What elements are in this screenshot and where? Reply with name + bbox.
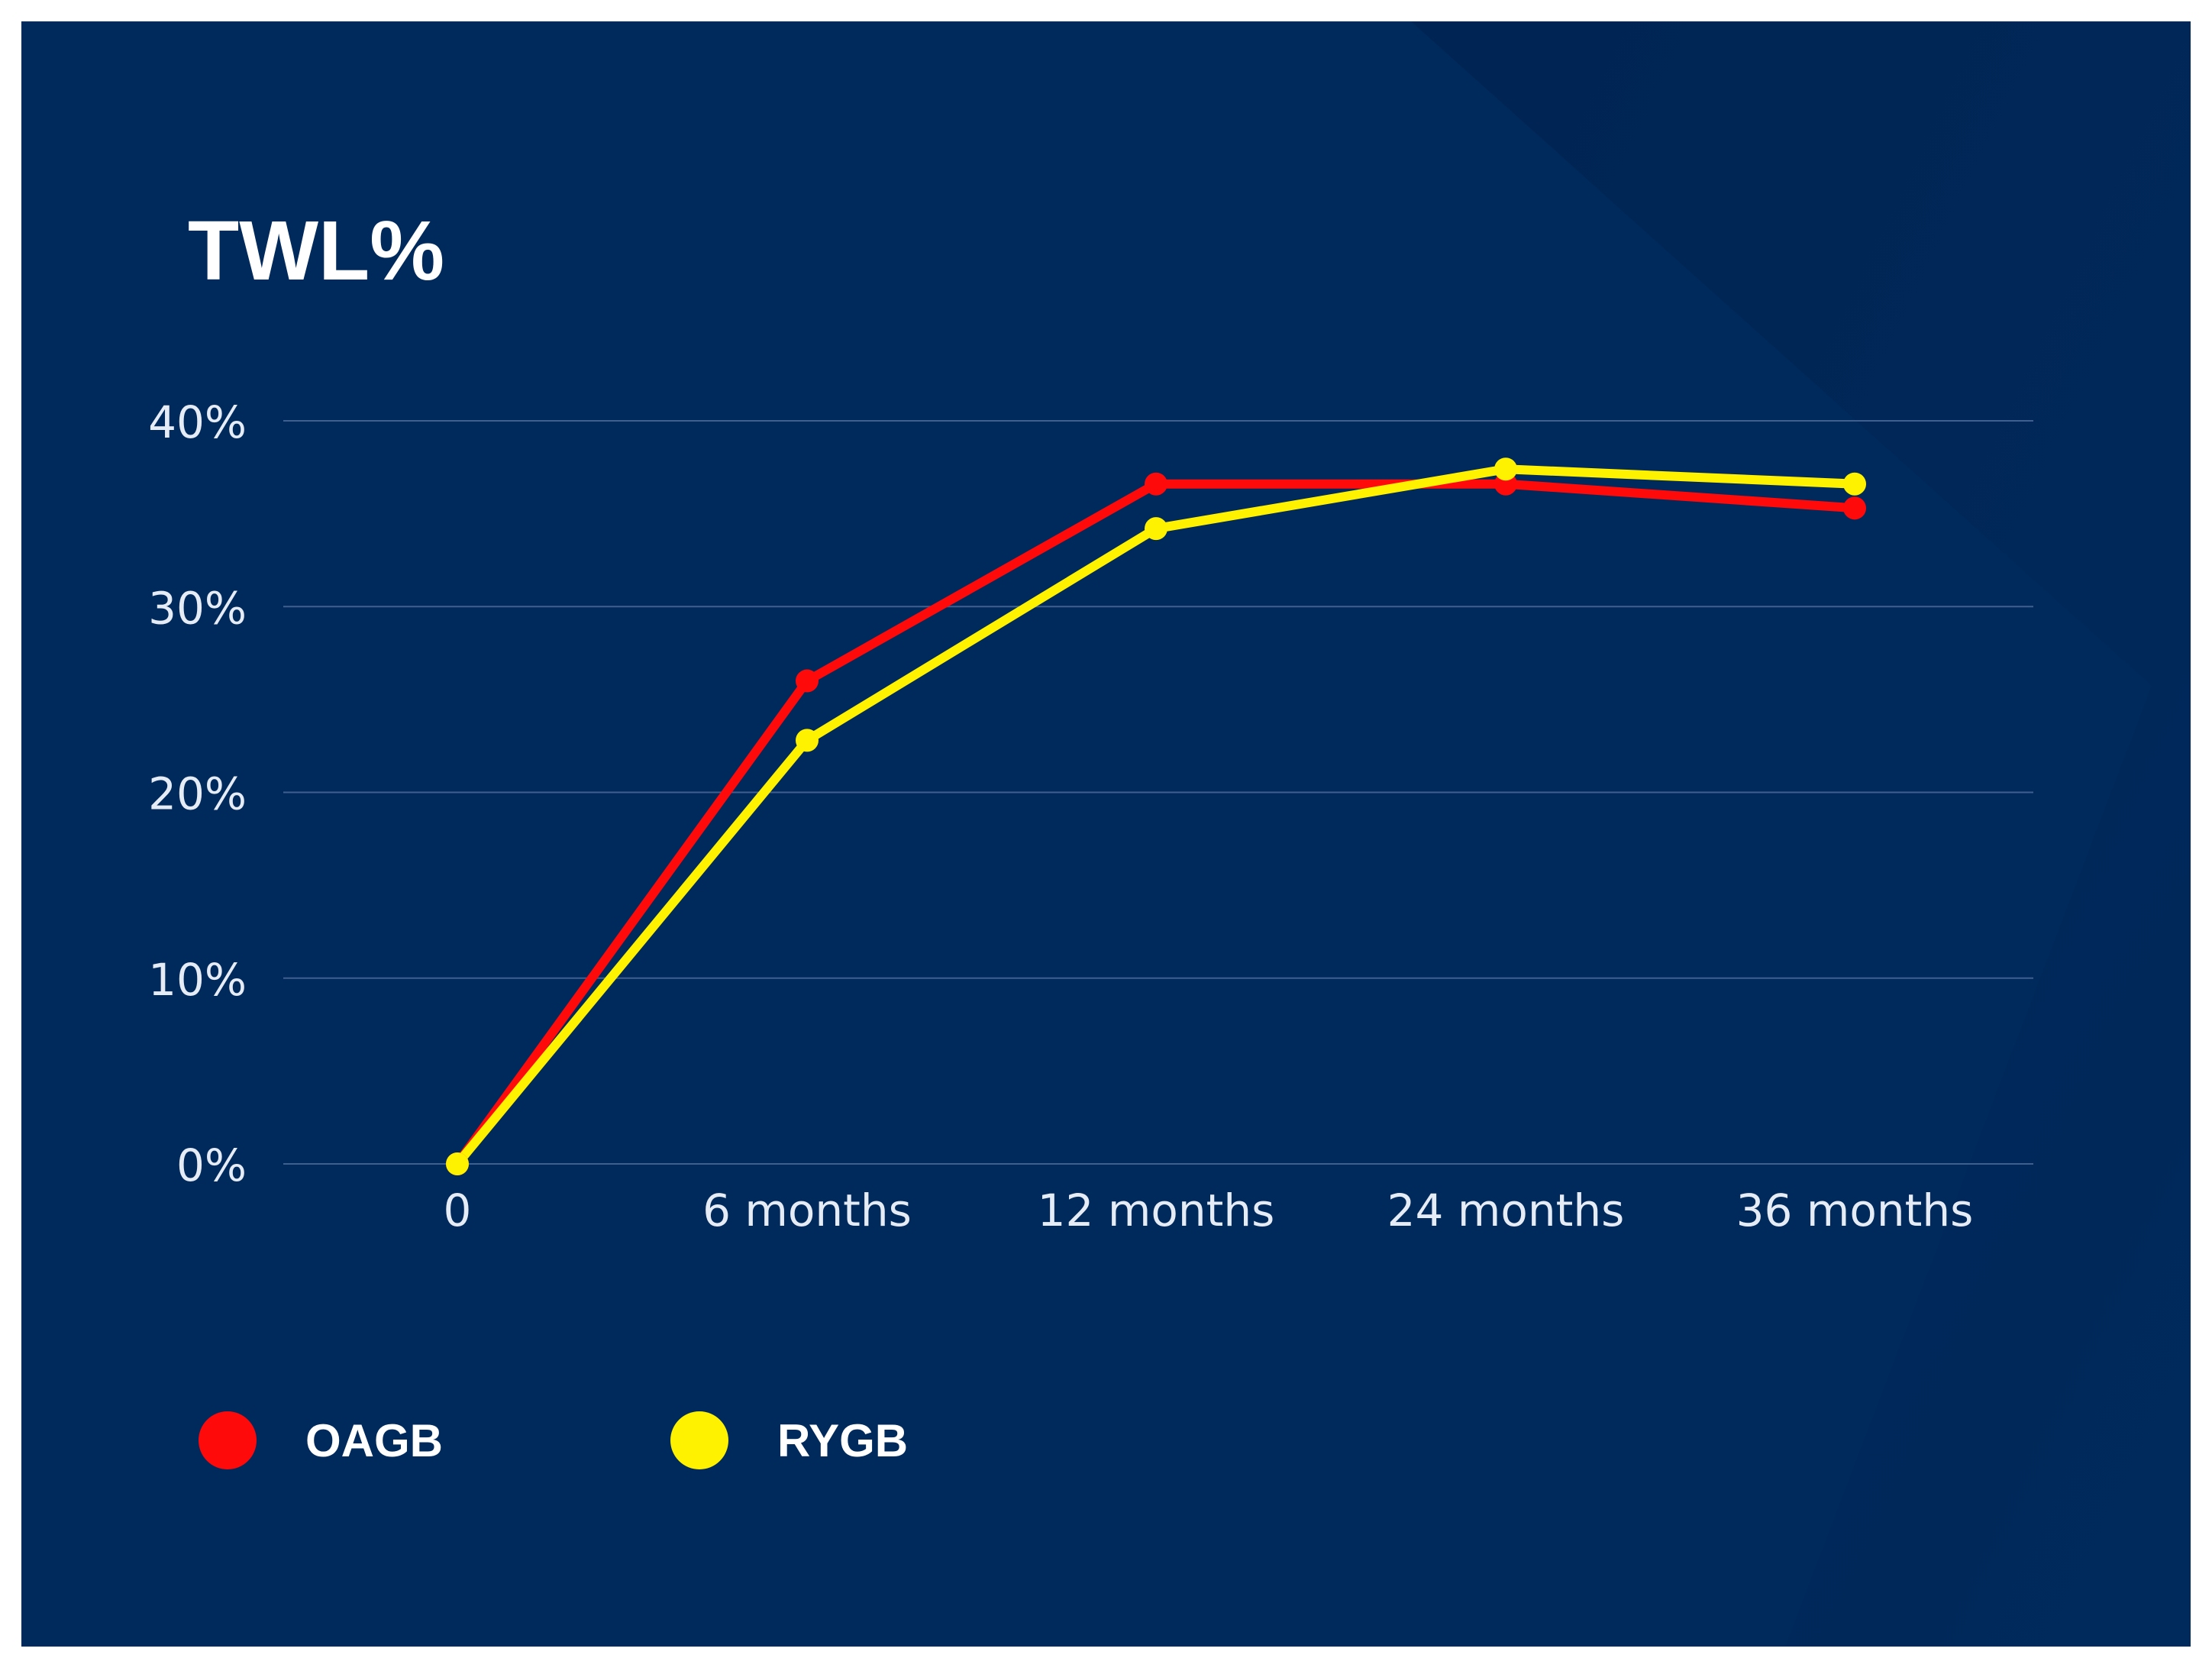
x-tick-label: 36 months <box>1736 1185 1974 1236</box>
legend-swatch-oagb <box>199 1411 257 1469</box>
data-point-rygb <box>796 729 819 752</box>
x-tick-label: 24 months <box>1387 1185 1625 1236</box>
data-point-oagb <box>1145 472 1167 496</box>
y-tick-label: 0% <box>176 1139 247 1191</box>
data-point-rygb <box>446 1152 469 1175</box>
x-axis-ticks: 0 6 months 12 months 24 months 36 months <box>444 1185 1974 1236</box>
y-axis-ticks: 0% 10% 20% 30% 40% <box>148 396 247 1191</box>
data-point-rygb <box>1843 472 1866 496</box>
background-facet <box>1411 21 2191 1647</box>
x-tick-label: 6 months <box>702 1185 912 1236</box>
legend-label-oagb: OAGB <box>305 1415 443 1466</box>
line-chart: TWL% 0% 10% 20% 30% 40% 0 6 months 12 months 24… <box>148 21 2191 1647</box>
data-point-rygb <box>1494 457 1517 481</box>
series <box>446 457 1866 1175</box>
chart-title: TWL% <box>188 204 444 298</box>
x-tick-label: 0 <box>444 1185 472 1236</box>
series-line-rygb <box>453 464 1859 1168</box>
data-point-oagb <box>796 669 819 693</box>
legend-swatch-rygb <box>670 1411 728 1469</box>
data-point-oagb <box>1843 496 1866 520</box>
y-tick-label: 40% <box>148 396 247 448</box>
chart-panel: TWL% 0% 10% 20% 30% 40% 0 6 months 12 months 24… <box>21 21 2191 1647</box>
y-tick-label: 10% <box>148 954 247 1006</box>
legend-label-rygb: RYGB <box>777 1415 908 1466</box>
y-tick-label: 30% <box>148 582 247 634</box>
y-tick-label: 20% <box>148 768 247 820</box>
x-tick-label: 12 months <box>1038 1185 1275 1236</box>
gridlines <box>283 420 2033 1165</box>
series-line-oagb <box>453 479 1859 1168</box>
data-point-rygb <box>1145 517 1167 541</box>
legend: OAGB RYGB <box>199 1411 908 1469</box>
